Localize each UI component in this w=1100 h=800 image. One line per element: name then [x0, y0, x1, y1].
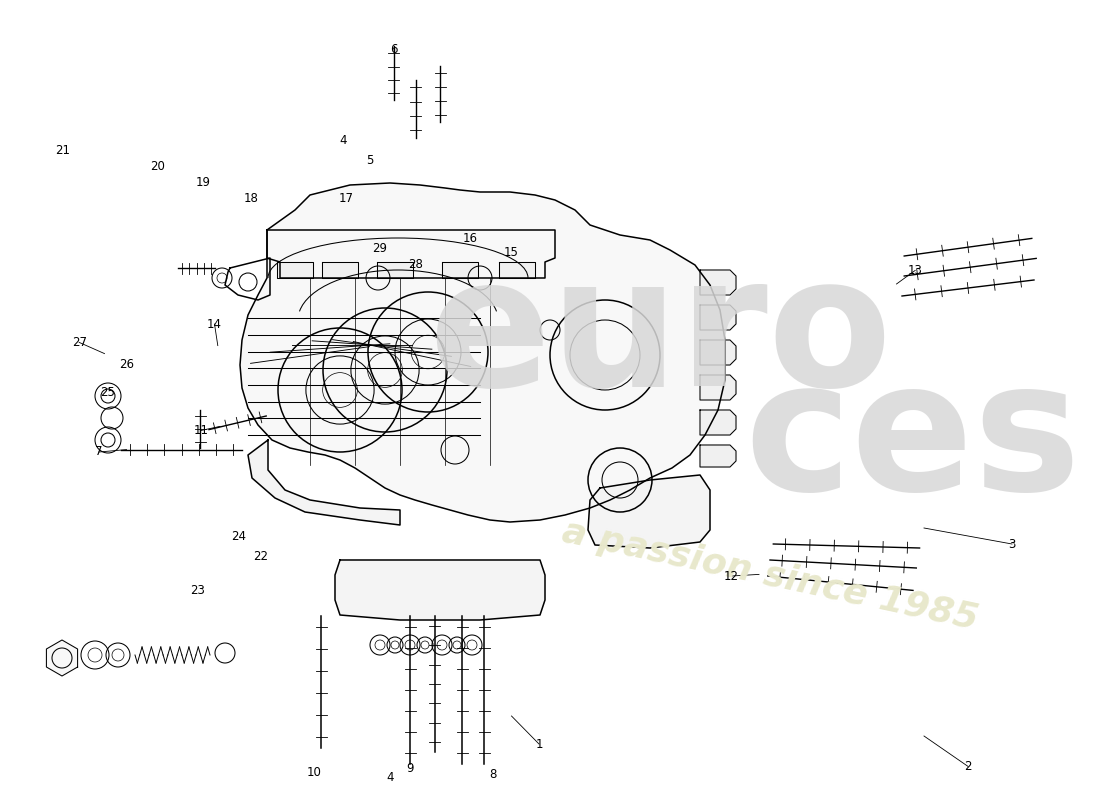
- Polygon shape: [499, 262, 535, 278]
- Text: 6: 6: [390, 43, 397, 56]
- Text: 21: 21: [55, 144, 70, 157]
- Polygon shape: [700, 375, 736, 400]
- Text: euro: euro: [428, 248, 892, 424]
- Polygon shape: [240, 183, 725, 522]
- Text: 24: 24: [231, 530, 246, 542]
- Text: 8: 8: [490, 768, 496, 781]
- Text: 2: 2: [965, 760, 971, 773]
- Polygon shape: [700, 305, 736, 330]
- Text: 9: 9: [407, 762, 414, 774]
- Polygon shape: [442, 262, 478, 278]
- Polygon shape: [377, 262, 412, 278]
- Polygon shape: [700, 270, 736, 295]
- Text: ces: ces: [745, 352, 1081, 528]
- Text: 20: 20: [150, 160, 165, 173]
- Polygon shape: [588, 475, 710, 548]
- Text: 4: 4: [387, 771, 394, 784]
- Polygon shape: [700, 410, 736, 435]
- Polygon shape: [248, 440, 400, 525]
- Text: 28: 28: [408, 258, 424, 270]
- Text: 25: 25: [100, 386, 116, 398]
- Polygon shape: [336, 560, 544, 620]
- Text: 17: 17: [339, 192, 354, 205]
- Polygon shape: [277, 262, 313, 278]
- Text: 4: 4: [340, 134, 346, 146]
- Text: 15: 15: [504, 246, 519, 258]
- Text: 7: 7: [96, 446, 102, 458]
- Text: 22: 22: [253, 550, 268, 562]
- Text: 1: 1: [536, 738, 542, 750]
- Polygon shape: [700, 340, 736, 365]
- Text: 23: 23: [190, 584, 206, 597]
- Polygon shape: [322, 262, 358, 278]
- Text: 26: 26: [119, 358, 134, 370]
- Text: 10: 10: [307, 766, 322, 778]
- Text: 29: 29: [372, 242, 387, 254]
- Text: 12: 12: [724, 570, 739, 582]
- Text: 16: 16: [462, 232, 477, 245]
- Polygon shape: [700, 445, 736, 467]
- Polygon shape: [46, 640, 78, 676]
- Text: 13: 13: [908, 264, 923, 277]
- Text: a passion since 1985: a passion since 1985: [559, 515, 981, 637]
- Text: 27: 27: [72, 336, 87, 349]
- Text: 11: 11: [194, 424, 209, 437]
- Text: 19: 19: [196, 176, 211, 189]
- Text: 14: 14: [207, 318, 222, 330]
- Text: 3: 3: [1009, 538, 1015, 550]
- Text: 18: 18: [243, 192, 258, 205]
- Text: 5: 5: [366, 154, 373, 166]
